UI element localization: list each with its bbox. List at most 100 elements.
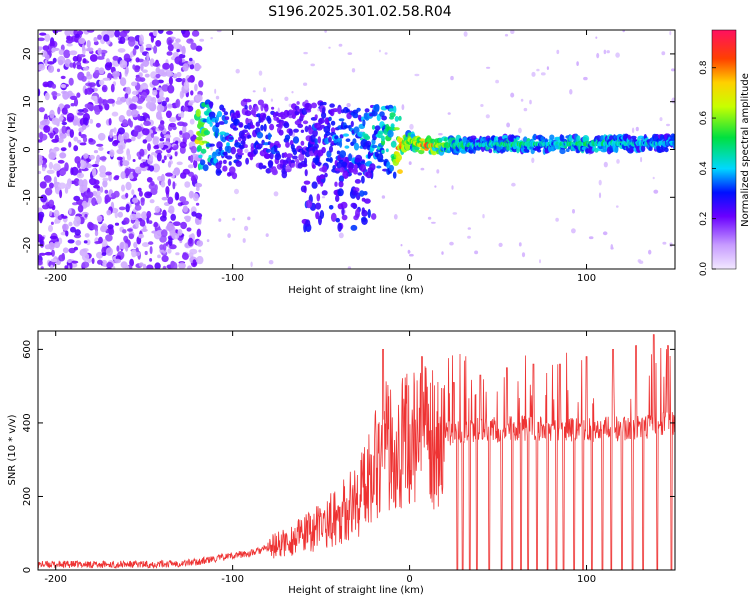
- spectrogram-cell-894: [106, 98, 115, 104]
- spectrogram-cell-1217: [571, 228, 576, 234]
- spectrogram-x-axis-label: Height of straight line (km): [288, 285, 424, 296]
- spectrogram-cell-1045: [40, 266, 44, 269]
- spectrogram-cell-1469: [267, 160, 274, 167]
- spectrogram-cell-1103: [328, 46, 331, 49]
- spectrogram-cell-1088: [85, 87, 93, 95]
- spectrogram-cell-2658: [316, 193, 321, 202]
- spectrogram-cell-1637: [328, 116, 332, 122]
- spectrogram-cell-802: [109, 130, 113, 139]
- spectrogram-cell-834: [137, 113, 141, 121]
- spectrogram-cell-1068: [158, 123, 165, 131]
- spectrogram-cell-1532: [290, 162, 295, 168]
- spectrogram-cell-1697: [348, 167, 355, 173]
- spectrogram-cell-973: [134, 125, 142, 133]
- spectrogram-cell-913: [154, 205, 161, 213]
- spectrogram-cell-1069: [123, 53, 131, 62]
- spectrogram-cell-1536: [292, 149, 298, 156]
- spectrogram-cell-939: [169, 230, 176, 237]
- spectrogram-cell-1630: [325, 131, 331, 137]
- spectrogram-cell-606: [170, 213, 176, 221]
- spectrogram-cell-348: [137, 105, 143, 110]
- spectrogram-cell-272: [172, 42, 180, 50]
- spectrogram-cell-1453: [263, 123, 267, 132]
- spectrogram-cell-934: [94, 69, 101, 77]
- spectrogram-cell-1056: [162, 243, 167, 251]
- spectrogram-cell-972: [51, 83, 57, 89]
- spectrogram-cell-1213: [610, 244, 614, 250]
- spectrogram-cell-1236: [531, 71, 536, 77]
- spectrogram-cell-737: [135, 251, 141, 256]
- spectrogram-cell-708: [113, 127, 117, 134]
- spectrogram-cell-2521: [640, 145, 646, 152]
- spectrogram-cell-1558: [300, 129, 305, 133]
- spectrogram-cell-678: [117, 133, 123, 142]
- spectrogram-cell-950: [119, 77, 127, 87]
- spectrogram-cell-229: [189, 63, 195, 70]
- spectrogram-cell-707: [52, 57, 57, 63]
- spectrogram-cell-975: [99, 156, 107, 161]
- spectrogram-cell-1086: [121, 184, 125, 192]
- spectrogram-cell-750: [38, 46, 43, 51]
- colorbar-gradient: [711, 29, 737, 270]
- spectrogram-cell-1091: [155, 40, 162, 47]
- spectrogram-cell-1810: [388, 108, 395, 112]
- spectrogram-cell-1383: [237, 152, 244, 156]
- spectrogram-cell-720: [97, 259, 103, 265]
- spectrogram-cell-2445: [614, 145, 619, 154]
- spectrogram-cell-417: [139, 34, 144, 44]
- spectrogram-cell-1717: [356, 107, 361, 112]
- spectrogram-cell-40: [62, 247, 69, 254]
- spectrogram-cell-1210: [669, 30, 672, 36]
- snr-xtick-label-2: 0: [406, 574, 412, 585]
- spectrogram-cell-1041: [81, 124, 87, 130]
- spectrogram-cell-1644: [330, 127, 336, 134]
- spectrogram-cell-1057: [106, 209, 112, 216]
- spectrogram-cell-993: [49, 182, 54, 189]
- spectrogram-cell-1174: [427, 216, 432, 220]
- spectrogram-cell-1786: [381, 135, 385, 142]
- spectrogram-cell-1556: [298, 153, 305, 161]
- spectrogram-cell-917: [122, 229, 127, 234]
- spectrogram-cell-544: [181, 47, 186, 55]
- snr-y-axis-label: SNR (10 * v/v): [7, 414, 18, 485]
- spectrogram-cell-969: [129, 120, 133, 128]
- spectrogram-cell-1207: [603, 161, 608, 168]
- spectrogram-cell-1244: [244, 148, 249, 153]
- spectrogram-cell-709: [161, 255, 169, 263]
- spectrogram-cell-625: [144, 191, 153, 199]
- spectrogram-cell-1680: [342, 133, 349, 137]
- spectrogram-cell-1047: [160, 173, 165, 183]
- spectrogram-cell-1001: [167, 84, 175, 94]
- spectrogram-cell-1063: [39, 181, 47, 189]
- spectrogram-cell-1149: [521, 252, 526, 258]
- spectrogram-cell-767: [194, 83, 198, 92]
- spectrogram-cell-1040: [82, 136, 88, 143]
- spectrogram-cell-1230: [540, 72, 546, 76]
- spectrogram-cell-1104: [346, 103, 351, 108]
- spectrogram-cell-1114: [258, 70, 263, 76]
- spectrogram-cell-407: [141, 69, 148, 73]
- spectrogram-cell-1346: [224, 116, 230, 121]
- spectrogram-cell-1358: [228, 136, 234, 140]
- spectrogram-cell-598: [131, 90, 139, 96]
- spectrogram-cell-1468: [269, 134, 272, 138]
- spectrogram-cell-1301: [208, 101, 214, 107]
- spectrogram-cell-912: [143, 263, 147, 269]
- spectrogram-cell-858: [44, 175, 52, 183]
- spectrogram-cell-1020: [83, 117, 89, 126]
- spectrogram-cell-782: [137, 187, 142, 192]
- spectrogram-cell-232: [67, 239, 75, 244]
- spectrogram-cell-2656: [341, 161, 348, 168]
- spectrogram-cell-57: [133, 241, 138, 249]
- spectrogram-cell-1350: [226, 145, 232, 154]
- spectrogram-cell-1202: [486, 66, 491, 69]
- spectrogram-cell-507: [93, 184, 100, 189]
- spectrogram-cell-1319: [215, 122, 220, 128]
- spectrogram-cell-2663: [328, 205, 334, 210]
- spectrogram-cell-148: [190, 90, 194, 96]
- spectrogram-cell-891: [60, 75, 66, 80]
- spectrogram-cell-1264: [195, 108, 201, 117]
- spectrogram-cell-971: [93, 105, 100, 111]
- spectrogram-cell-1135: [474, 250, 479, 255]
- spectrogram-cell-908: [76, 172, 85, 179]
